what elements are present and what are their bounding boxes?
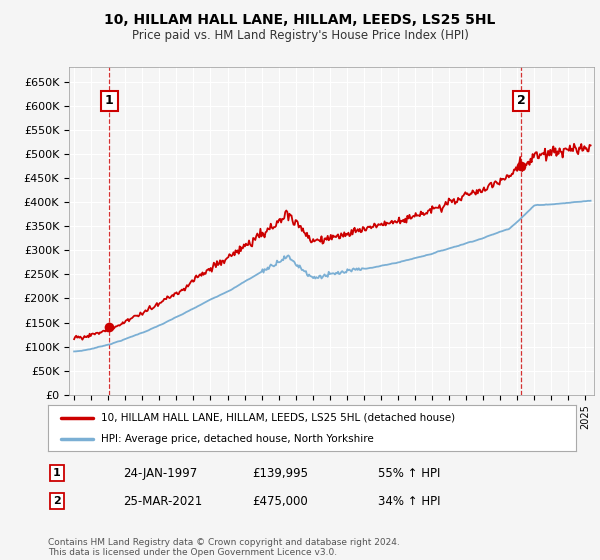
Text: Price paid vs. HM Land Registry's House Price Index (HPI): Price paid vs. HM Land Registry's House … bbox=[131, 29, 469, 42]
Text: 2: 2 bbox=[53, 496, 61, 506]
Text: 10, HILLAM HALL LANE, HILLAM, LEEDS, LS25 5HL: 10, HILLAM HALL LANE, HILLAM, LEEDS, LS2… bbox=[104, 13, 496, 27]
Text: 34% ↑ HPI: 34% ↑ HPI bbox=[378, 494, 440, 508]
Text: 1: 1 bbox=[53, 468, 61, 478]
Text: 55% ↑ HPI: 55% ↑ HPI bbox=[378, 466, 440, 480]
Text: HPI: Average price, detached house, North Yorkshire: HPI: Average price, detached house, Nort… bbox=[101, 435, 374, 444]
Text: 1: 1 bbox=[105, 95, 114, 108]
Text: £139,995: £139,995 bbox=[252, 466, 308, 480]
Text: 25-MAR-2021: 25-MAR-2021 bbox=[123, 494, 202, 508]
Text: 24-JAN-1997: 24-JAN-1997 bbox=[123, 466, 197, 480]
Text: Contains HM Land Registry data © Crown copyright and database right 2024.
This d: Contains HM Land Registry data © Crown c… bbox=[48, 538, 400, 557]
Text: 10, HILLAM HALL LANE, HILLAM, LEEDS, LS25 5HL (detached house): 10, HILLAM HALL LANE, HILLAM, LEEDS, LS2… bbox=[101, 413, 455, 423]
Text: 2: 2 bbox=[517, 95, 526, 108]
Text: £475,000: £475,000 bbox=[252, 494, 308, 508]
